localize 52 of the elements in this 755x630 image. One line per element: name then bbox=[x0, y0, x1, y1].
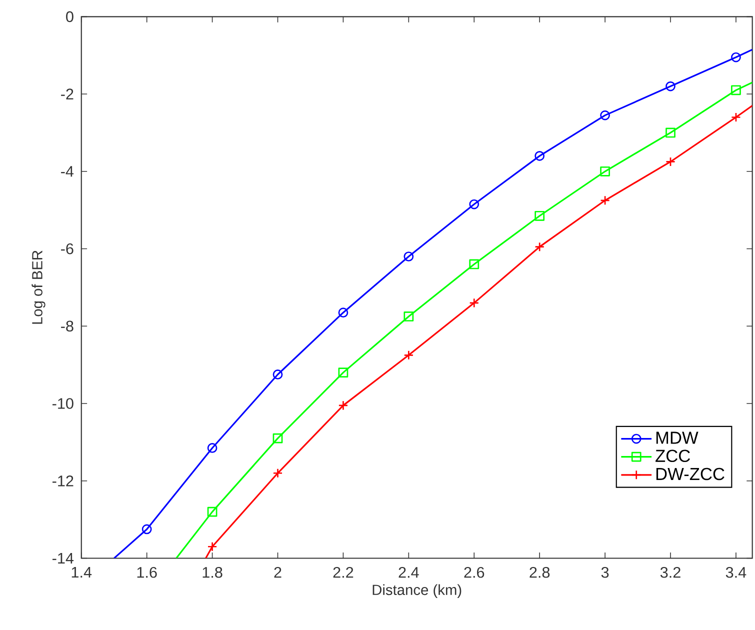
x-tick-label: 3.2 bbox=[660, 566, 680, 578]
point bbox=[207, 506, 218, 517]
point bbox=[207, 442, 218, 453]
point bbox=[469, 298, 480, 308]
point bbox=[404, 251, 414, 262]
point bbox=[207, 542, 218, 552]
point bbox=[469, 259, 480, 270]
y-tick-label: -2 bbox=[61, 88, 74, 100]
x-tick-label: 2.6 bbox=[464, 566, 484, 578]
point bbox=[272, 369, 283, 380]
y-tick-label: -6 bbox=[61, 243, 74, 254]
x-axis-title: Distance (km) bbox=[372, 584, 462, 598]
legend-label: ZCC bbox=[656, 450, 690, 462]
legend-label: DW-ZCC bbox=[656, 468, 724, 480]
point bbox=[600, 166, 610, 176]
x-tick-label: 1.6 bbox=[137, 566, 157, 578]
point bbox=[534, 210, 545, 221]
x-tick-label: 3 bbox=[601, 566, 609, 578]
point bbox=[534, 242, 545, 252]
y-tick-label: -12 bbox=[52, 475, 74, 486]
point bbox=[666, 156, 676, 167]
point bbox=[338, 400, 348, 410]
y-tick-label: -8 bbox=[61, 320, 74, 332]
point bbox=[666, 81, 676, 92]
point bbox=[338, 367, 348, 378]
point bbox=[666, 128, 676, 138]
y-tick-label: -14 bbox=[52, 552, 74, 564]
point bbox=[731, 85, 741, 95]
x-tick-label: 2.8 bbox=[530, 566, 550, 578]
y-tick-label: -4 bbox=[61, 166, 74, 177]
point bbox=[600, 110, 610, 120]
point bbox=[600, 195, 610, 206]
y-tick-label: -10 bbox=[52, 398, 74, 409]
point bbox=[272, 468, 283, 478]
point bbox=[469, 199, 480, 210]
x-tick-label: 2.2 bbox=[333, 566, 354, 578]
y-tick-label: 0 bbox=[66, 11, 74, 22]
point bbox=[338, 308, 348, 318]
legend-label: MDW bbox=[656, 432, 698, 444]
x-tick-label: 1.8 bbox=[202, 566, 222, 578]
x-tick-label: 2 bbox=[274, 566, 282, 578]
point bbox=[142, 524, 152, 534]
point bbox=[272, 433, 283, 444]
point bbox=[731, 52, 741, 62]
x-tick-label: 1.4 bbox=[72, 566, 92, 578]
point bbox=[731, 112, 741, 122]
y-axis-title: Log of BER bbox=[32, 250, 46, 324]
point bbox=[534, 150, 545, 161]
x-tick-label: 2.4 bbox=[398, 566, 419, 578]
x-tick-label: 3.4 bbox=[726, 566, 746, 578]
point bbox=[404, 350, 414, 360]
point bbox=[404, 311, 414, 322]
